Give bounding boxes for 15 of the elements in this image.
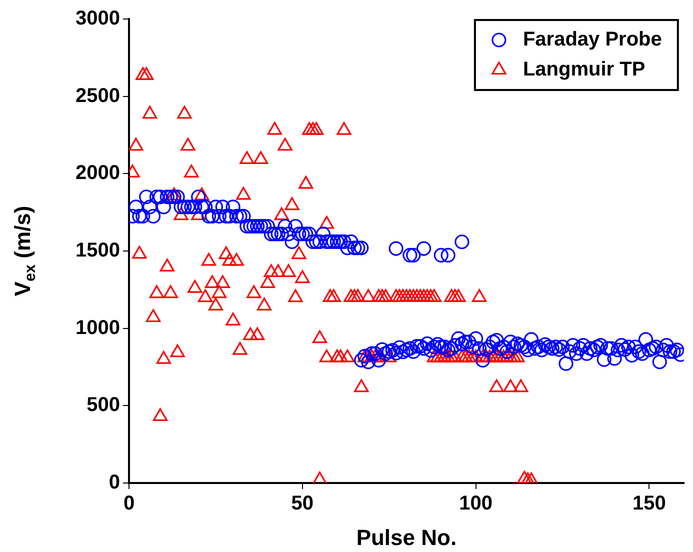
y-tick-label: 1000 — [76, 316, 120, 339]
legend-label: Langmuir TP — [522, 58, 646, 81]
x-axis-title: Pulse No. — [356, 524, 457, 550]
y-tick-label: 0 — [108, 472, 120, 494]
legend-label: Faraday Probe — [522, 28, 662, 51]
y-tick-label: 2000 — [76, 162, 120, 184]
x-tick-label: 150 — [632, 492, 666, 515]
y-tick-label: 2500 — [76, 84, 120, 107]
y-tick-label: 3000 — [76, 8, 120, 30]
y-tick-label: 1500 — [76, 240, 120, 262]
x-tick-label: 100 — [459, 492, 492, 515]
x-tick-label: 50 — [291, 492, 314, 515]
y-axis-title: Vex (m/s) — [10, 206, 39, 296]
y-tick-label: 500 — [86, 394, 120, 416]
x-tick-label: 0 — [123, 492, 135, 515]
